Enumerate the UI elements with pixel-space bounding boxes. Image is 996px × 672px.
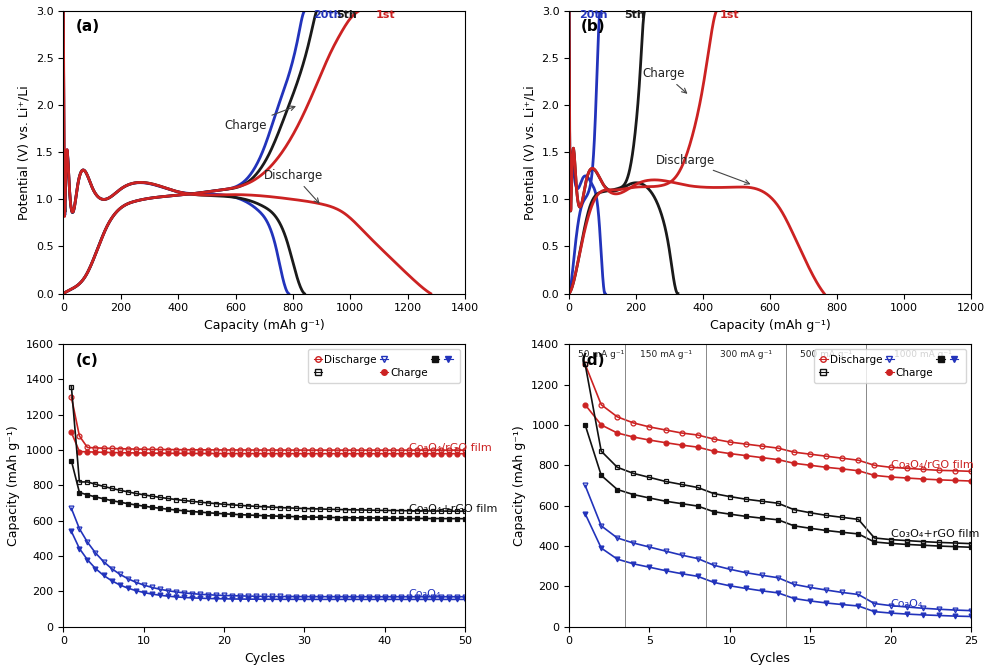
Text: Co₃O₄+rGO film: Co₃O₄+rGO film xyxy=(409,504,497,514)
Text: 300 mA g⁻¹: 300 mA g⁻¹ xyxy=(720,350,772,360)
Text: 5th: 5th xyxy=(624,11,645,20)
X-axis label: Capacity (mAh g⁻¹): Capacity (mAh g⁻¹) xyxy=(709,319,831,332)
Legend: Discharge, , , Charge, , : Discharge, , , Charge, , xyxy=(309,349,460,383)
Y-axis label: Potential (V) vs. Li⁺/Li: Potential (V) vs. Li⁺/Li xyxy=(17,85,30,220)
Text: 20th: 20th xyxy=(579,11,608,20)
X-axis label: Cycles: Cycles xyxy=(244,652,285,665)
Text: 150 mA g⁻¹: 150 mA g⁻¹ xyxy=(639,350,691,360)
Text: 20th: 20th xyxy=(313,11,342,20)
Text: Co₃O₄: Co₃O₄ xyxy=(409,589,441,599)
Text: Discharge: Discharge xyxy=(264,169,324,203)
Text: 50 mA g⁻¹: 50 mA g⁻¹ xyxy=(578,350,624,360)
Text: 5th: 5th xyxy=(336,11,357,20)
Text: Co₃O₄/rGO film: Co₃O₄/rGO film xyxy=(409,444,492,454)
Text: 1st: 1st xyxy=(720,11,739,20)
Y-axis label: Potential (V) vs. Li⁺/Li: Potential (V) vs. Li⁺/Li xyxy=(523,85,536,220)
Text: 500 mA g⁻¹: 500 mA g⁻¹ xyxy=(800,350,853,360)
Text: (a): (a) xyxy=(76,19,100,34)
Text: (c): (c) xyxy=(76,353,99,368)
Text: Charge: Charge xyxy=(224,106,295,132)
Y-axis label: Capacity (mAh g⁻¹): Capacity (mAh g⁻¹) xyxy=(513,425,526,546)
Text: Co₃O₄+rGO film: Co₃O₄+rGO film xyxy=(890,529,979,539)
Text: Discharge: Discharge xyxy=(656,154,749,184)
Text: Co₃O₄/rGO film: Co₃O₄/rGO film xyxy=(890,460,973,470)
Text: (d): (d) xyxy=(581,353,606,368)
Text: 1000 mA g⁻¹: 1000 mA g⁻¹ xyxy=(893,350,951,360)
Y-axis label: Capacity (mAh g⁻¹): Capacity (mAh g⁻¹) xyxy=(7,425,20,546)
X-axis label: Cycles: Cycles xyxy=(750,652,791,665)
X-axis label: Capacity (mAh g⁻¹): Capacity (mAh g⁻¹) xyxy=(204,319,325,332)
Text: Charge: Charge xyxy=(642,67,686,93)
Legend: Discharge, , , Charge, , : Discharge, , , Charge, , xyxy=(814,349,966,383)
Text: 1st: 1st xyxy=(376,11,395,20)
Text: Co₃O₄: Co₃O₄ xyxy=(890,599,923,609)
Text: (b): (b) xyxy=(581,19,606,34)
